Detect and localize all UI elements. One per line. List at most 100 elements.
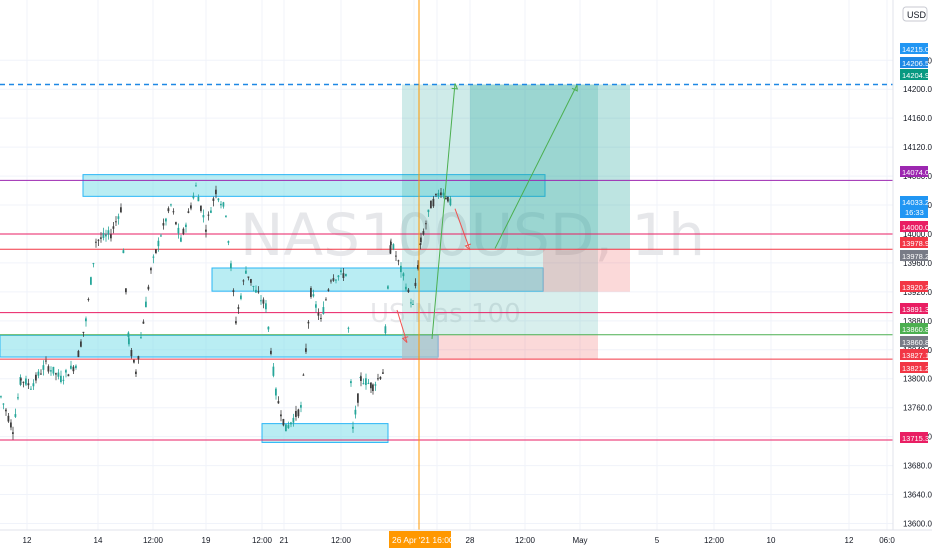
candle-body (102, 232, 105, 238)
currency-button[interactable]: USD (902, 6, 928, 22)
candle-body (172, 211, 175, 213)
price-label-box (900, 57, 928, 68)
candle-body (195, 185, 197, 187)
candle-body (155, 249, 157, 253)
candle-body (67, 374, 70, 377)
position-tools[interactable] (402, 84, 630, 360)
candle-body (160, 235, 162, 237)
candle-body (317, 313, 320, 316)
price-tick-label: 14000.0 (903, 230, 932, 239)
time-tick-label: 12 (23, 536, 32, 545)
candle-body (192, 195, 195, 199)
candle-body (307, 321, 310, 324)
candle-body (357, 393, 359, 403)
candle-body (305, 348, 307, 352)
candle-body (227, 241, 230, 243)
candle-body (322, 307, 325, 314)
price-label-box (900, 303, 928, 314)
candle-body (107, 230, 110, 235)
price-label-text: 13821.2 (902, 364, 929, 373)
candle-body (95, 241, 97, 243)
candle-body (395, 255, 397, 257)
price-label-box (900, 281, 928, 292)
time-axis[interactable]: 12 14 12:00 19 12:00 21 12:00 28 12:00 May 5 12:00 1… (0, 529, 932, 550)
time-axis-bg (0, 530, 932, 550)
candle-body (277, 401, 280, 404)
time-tick-label: 12:00 (331, 536, 352, 545)
price-label-box (900, 362, 928, 373)
arrow-line (494, 84, 578, 249)
currency-label: USD (907, 10, 927, 20)
time-tick-label: 12:00 (252, 536, 273, 545)
candle-body (260, 300, 262, 302)
trend-arrows[interactable] (396, 83, 578, 343)
time-tick-label: 10 (767, 536, 776, 545)
candle-body (427, 209, 430, 213)
candle-body (232, 290, 235, 292)
candle-body (80, 341, 82, 347)
candle-body (97, 239, 100, 241)
candle-body (442, 192, 445, 196)
candle-body (407, 289, 410, 293)
horizontal-levels[interactable] (0, 83, 893, 441)
candle-body (165, 218, 167, 222)
price-label-text: 13978.2 (902, 252, 929, 261)
candle-body (167, 208, 170, 212)
candle-body (30, 388, 32, 390)
time-tick-label: 12:00 (515, 536, 536, 545)
price-labels: 14215.0 14206.5 14204.9 14074.0 14033.216:33… (900, 43, 929, 443)
arrow-head (571, 84, 578, 92)
candles (0, 182, 452, 440)
price-label-box (900, 237, 928, 248)
price-tick-label: 13920.0 (903, 288, 932, 297)
candle-body (354, 409, 357, 415)
candle-body (137, 356, 140, 360)
candle-body (449, 198, 452, 206)
candle-body (145, 301, 147, 308)
candle-body (27, 383, 30, 386)
price-tick-label: 13880.0 (903, 317, 932, 326)
candle-body (252, 285, 255, 287)
time-tick-label: 28 (466, 536, 475, 545)
price-label-text: 14033.2 (902, 198, 929, 207)
candle-body (410, 302, 412, 304)
candle-body (347, 327, 350, 329)
zone-rect[interactable] (0, 334, 439, 358)
candle-body (65, 370, 67, 373)
candle-body (417, 265, 419, 269)
candle-body (157, 240, 160, 247)
candle-body (445, 198, 447, 200)
candle-body (37, 371, 40, 376)
crosshair-time-label: 26 Apr '21 16:00 (389, 531, 454, 548)
candle-body (310, 287, 312, 297)
price-tick-label: 13680.0 (903, 462, 932, 471)
candle-body (42, 365, 45, 370)
candle-body (282, 419, 285, 426)
candle-body (220, 203, 222, 206)
candle-body (389, 245, 392, 254)
candle-body (200, 205, 202, 211)
candle-body (382, 372, 384, 374)
candle-body (217, 198, 220, 201)
candle-body (25, 378, 27, 385)
candle-body (287, 425, 290, 429)
price-label-box (900, 323, 928, 334)
candle-body (297, 409, 300, 417)
candle-body (290, 422, 292, 425)
candle-body (212, 198, 215, 201)
zone-rect[interactable] (261, 423, 389, 443)
candle-body (115, 221, 117, 223)
candle-body (140, 337, 142, 339)
price-tick-label: 13640.0 (903, 491, 932, 500)
candle-body (292, 417, 295, 423)
price-tick-label: 13760.0 (903, 404, 932, 413)
candle-body (17, 397, 19, 399)
candle-body (270, 350, 272, 354)
candle-body (52, 366, 55, 374)
candle-body (392, 244, 395, 250)
candle-body (377, 378, 379, 380)
price-label-text: 13920.2 (902, 283, 929, 292)
candle-body (175, 222, 177, 225)
